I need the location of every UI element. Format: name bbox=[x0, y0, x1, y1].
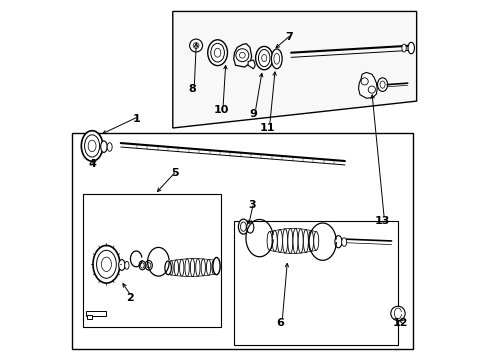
Circle shape bbox=[390, 306, 405, 320]
Ellipse shape bbox=[210, 43, 224, 62]
Ellipse shape bbox=[139, 261, 145, 270]
Polygon shape bbox=[233, 44, 251, 67]
Ellipse shape bbox=[214, 48, 221, 57]
Text: 7: 7 bbox=[285, 32, 293, 41]
Ellipse shape bbox=[212, 257, 220, 275]
Text: 9: 9 bbox=[249, 109, 257, 119]
Ellipse shape bbox=[277, 230, 282, 252]
Ellipse shape bbox=[206, 260, 210, 275]
Ellipse shape bbox=[164, 261, 171, 275]
Bar bbox=[234, 221, 397, 345]
Ellipse shape bbox=[407, 42, 414, 54]
Ellipse shape bbox=[81, 131, 102, 161]
Ellipse shape bbox=[88, 140, 96, 152]
Ellipse shape bbox=[168, 261, 173, 275]
Text: 8: 8 bbox=[188, 84, 196, 94]
Text: 11: 11 bbox=[260, 123, 275, 133]
Ellipse shape bbox=[261, 54, 266, 62]
Ellipse shape bbox=[101, 257, 111, 271]
Ellipse shape bbox=[377, 78, 387, 91]
Bar bbox=[87, 315, 92, 319]
Circle shape bbox=[189, 39, 202, 52]
Ellipse shape bbox=[272, 230, 277, 251]
Ellipse shape bbox=[341, 238, 346, 246]
Ellipse shape bbox=[84, 135, 100, 157]
Circle shape bbox=[193, 42, 199, 48]
Text: 2: 2 bbox=[125, 293, 133, 303]
Polygon shape bbox=[247, 60, 255, 69]
Ellipse shape bbox=[303, 230, 308, 252]
Ellipse shape bbox=[184, 259, 189, 276]
Circle shape bbox=[367, 86, 375, 93]
Ellipse shape bbox=[238, 219, 248, 234]
Ellipse shape bbox=[313, 231, 318, 250]
Ellipse shape bbox=[282, 229, 287, 253]
Text: 1: 1 bbox=[133, 114, 141, 124]
Text: 5: 5 bbox=[170, 168, 178, 178]
Circle shape bbox=[239, 52, 244, 58]
Ellipse shape bbox=[334, 235, 341, 248]
Ellipse shape bbox=[96, 250, 116, 278]
Ellipse shape bbox=[174, 260, 178, 276]
Ellipse shape bbox=[298, 229, 303, 253]
Text: 13: 13 bbox=[374, 216, 389, 226]
Ellipse shape bbox=[379, 81, 384, 88]
Circle shape bbox=[360, 78, 367, 85]
Ellipse shape bbox=[240, 222, 246, 231]
Ellipse shape bbox=[146, 263, 151, 268]
Ellipse shape bbox=[255, 46, 272, 70]
Text: 3: 3 bbox=[247, 200, 255, 210]
Polygon shape bbox=[358, 72, 376, 98]
Ellipse shape bbox=[211, 260, 216, 274]
Ellipse shape bbox=[101, 141, 107, 152]
Text: 10: 10 bbox=[213, 105, 228, 115]
Ellipse shape bbox=[271, 49, 282, 69]
Polygon shape bbox=[172, 12, 416, 128]
Text: 6: 6 bbox=[276, 319, 284, 328]
Bar bbox=[83, 194, 221, 327]
Ellipse shape bbox=[145, 261, 152, 270]
Ellipse shape bbox=[119, 260, 125, 270]
Ellipse shape bbox=[190, 258, 194, 276]
Ellipse shape bbox=[179, 259, 183, 276]
Ellipse shape bbox=[207, 40, 227, 66]
Circle shape bbox=[235, 49, 248, 62]
Ellipse shape bbox=[201, 259, 205, 276]
Ellipse shape bbox=[246, 222, 253, 233]
Ellipse shape bbox=[287, 229, 292, 253]
Text: 4: 4 bbox=[88, 159, 96, 169]
Ellipse shape bbox=[258, 49, 269, 67]
Ellipse shape bbox=[273, 53, 279, 64]
Bar bbox=[72, 134, 412, 348]
Ellipse shape bbox=[308, 230, 313, 251]
Bar bbox=[86, 311, 105, 316]
Ellipse shape bbox=[266, 231, 271, 250]
Ellipse shape bbox=[124, 261, 129, 269]
Ellipse shape bbox=[195, 258, 200, 276]
Ellipse shape bbox=[93, 246, 120, 283]
Ellipse shape bbox=[107, 143, 112, 151]
Ellipse shape bbox=[140, 263, 144, 268]
Text: 12: 12 bbox=[392, 319, 407, 328]
Ellipse shape bbox=[292, 229, 297, 253]
Ellipse shape bbox=[401, 44, 406, 52]
